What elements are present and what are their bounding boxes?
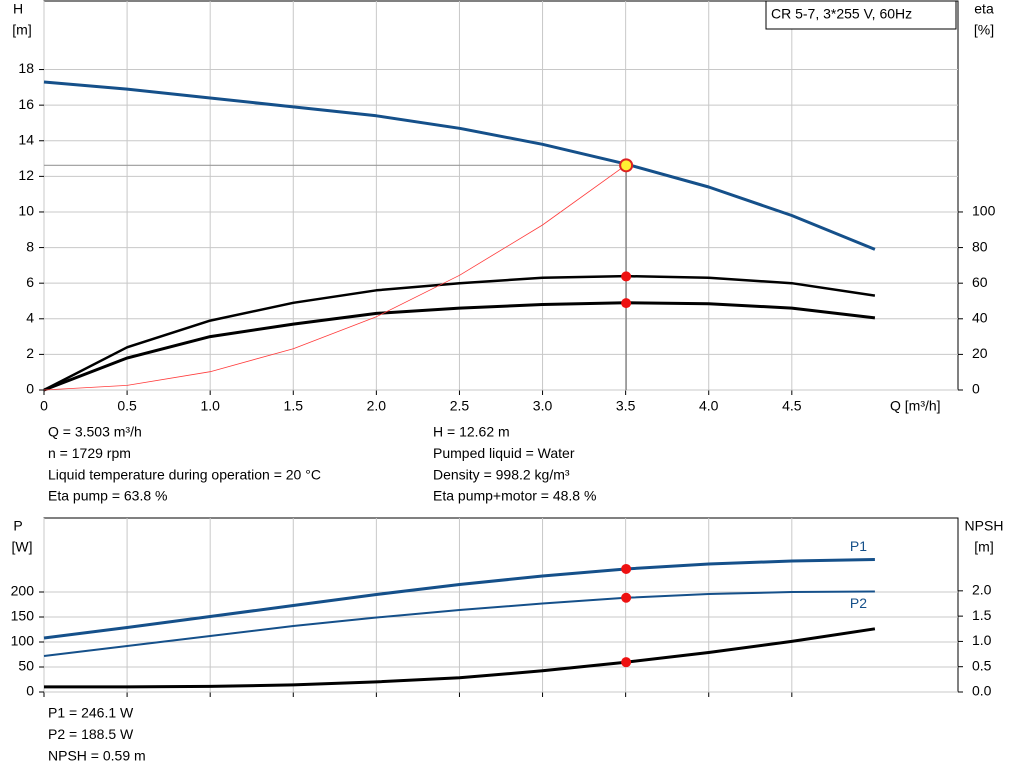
x-tick-label: 4.0: [699, 398, 719, 414]
y2-axis-unit: [%]: [974, 22, 994, 38]
title-box: [765, 0, 957, 30]
x-tick-label: 2.5: [450, 398, 470, 414]
duty-marker: [621, 271, 632, 282]
y-tick-label: 18: [18, 60, 34, 76]
y-axis-unit: [W]: [12, 539, 33, 555]
duty-point: [619, 158, 634, 173]
readout-line: n = 1729 rpm: [48, 445, 131, 461]
y-tick-label: 4: [26, 309, 34, 325]
readout-line: Eta pump+motor = 48.8 %: [433, 488, 596, 504]
chart-title: CR 5-7, 3*255 V, 60Hz: [771, 6, 912, 22]
y2-tick-label: 40: [972, 309, 988, 325]
plot-area: [43, 517, 959, 693]
readout-line: NPSH = 0.59 m: [48, 747, 146, 763]
readout-line: Liquid temperature during operation = 20…: [48, 466, 321, 482]
y2-tick-label: 1.5: [972, 607, 992, 623]
y2-axis-label: NPSH: [965, 518, 1004, 534]
x-tick-label: 3.0: [533, 398, 553, 414]
readout-line: Eta pump = 63.8 %: [48, 488, 167, 504]
y-tick-label: 14: [18, 131, 34, 147]
curve: [43, 80, 876, 251]
y2-tick-label: 1.0: [972, 632, 992, 648]
curve: [43, 274, 876, 392]
y2-tick-label: 60: [972, 274, 988, 290]
curve: [44, 627, 876, 689]
readout-line: H = 12.62 m: [433, 424, 510, 440]
y2-tick-label: 100: [972, 203, 996, 219]
y2-tick-label: 80: [972, 238, 988, 254]
y-tick-label: 8: [26, 238, 34, 254]
y-axis-unit: [m]: [12, 22, 31, 38]
x-tick-label: 0: [40, 398, 48, 414]
y-tick-label: 10: [18, 203, 34, 219]
curve: [43, 301, 876, 392]
x-axis-label: Q [m³/h]: [890, 398, 941, 414]
x-tick-label: 2.0: [367, 398, 387, 414]
y2-axis-unit: [m]: [974, 539, 993, 555]
x-tick-label: 3.5: [616, 398, 636, 414]
x-tick-label: 4.5: [782, 398, 802, 414]
y2-tick-label: 20: [972, 345, 988, 361]
y2-tick-label: 0: [972, 381, 980, 397]
y-axis-label: H: [13, 1, 23, 17]
x-tick-label: 1.5: [284, 398, 304, 414]
y-tick-label: 12: [18, 167, 34, 183]
curve-label: P1: [850, 538, 867, 554]
curve: [43, 590, 875, 657]
readout-line: Pumped liquid = Water: [433, 445, 575, 461]
y-tick-label: 100: [11, 633, 35, 649]
readout-line: Density = 998.2 kg/m³: [433, 466, 570, 482]
duty-marker: [621, 563, 632, 574]
y2-tick-label: 2.0: [972, 582, 992, 598]
y-tick-label: 50: [18, 658, 34, 674]
curve: [43, 164, 626, 391]
y-tick-label: 0: [26, 381, 34, 397]
duty-marker: [621, 657, 632, 668]
y-tick-label: 200: [11, 583, 35, 599]
y-tick-label: 0: [26, 683, 34, 699]
readout-line: Q = 3.503 m³/h: [48, 424, 142, 440]
duty-marker: [621, 592, 632, 603]
duty-marker: [621, 298, 632, 309]
y-tick-label: 2: [26, 345, 34, 361]
readout-line: P1 = 246.1 W: [48, 705, 134, 721]
curve-label: P2: [850, 595, 867, 611]
y-tick-label: 150: [11, 608, 35, 624]
readout-line: P2 = 188.5 W: [48, 726, 134, 742]
y-tick-label: 16: [18, 96, 34, 112]
y-tick-label: 6: [26, 274, 34, 290]
plot-area: [43, 0, 959, 391]
y-axis-label: P: [13, 518, 22, 534]
x-tick-label: 0.5: [117, 398, 137, 414]
x-tick-label: 1.0: [200, 398, 220, 414]
curve: [43, 558, 875, 640]
y2-axis-label: eta: [974, 1, 994, 17]
y2-tick-label: 0.0: [972, 683, 992, 699]
y2-tick-label: 0.5: [972, 657, 992, 673]
